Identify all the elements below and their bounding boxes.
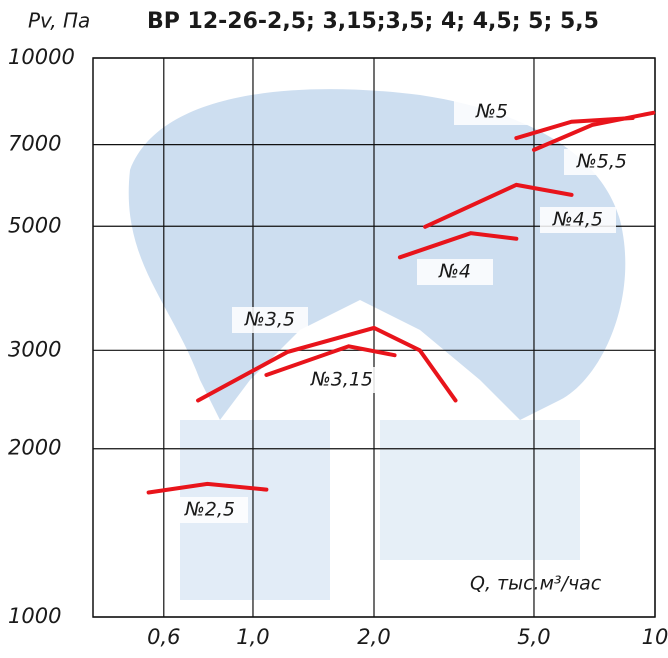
label-bg — [304, 367, 380, 393]
curve — [397, 231, 519, 260]
watermark-shape — [380, 420, 580, 560]
series-label: №4,5 — [552, 209, 603, 231]
series-label: №3,15 — [310, 369, 373, 391]
series-label: №3,5 — [244, 309, 295, 331]
y-tick-label: 2000 — [8, 436, 61, 460]
y-tick-label: 1000 — [8, 604, 61, 628]
label-bg — [172, 497, 248, 523]
watermark-shape — [180, 420, 330, 600]
x-tick-label: 5,0 — [517, 625, 550, 649]
y-tick-label: 10000 — [8, 45, 75, 69]
y-tick-label: 5000 — [8, 213, 61, 237]
series-label: №5,5 — [576, 151, 627, 173]
curve — [196, 325, 458, 403]
x-tick-label: 1,0 — [236, 625, 269, 649]
label-bg — [417, 259, 493, 285]
label-bg — [454, 99, 530, 125]
series-label: №5 — [475, 101, 508, 123]
series-label: №2,5 — [184, 499, 235, 521]
label-bg — [564, 149, 640, 175]
x-axis-label: Q, тыс.м³/час — [470, 573, 602, 595]
x-tick-label: 0,6 — [147, 625, 180, 649]
label-bg — [232, 307, 308, 333]
x-tick-label: 2,0 — [357, 625, 390, 649]
curve — [423, 182, 574, 229]
y-tick-label: 7000 — [8, 132, 61, 156]
curve — [531, 110, 656, 152]
curve — [146, 481, 269, 495]
x-tick-label: 10 — [642, 625, 668, 649]
curve — [264, 344, 397, 377]
y-axis-label: Pv, Па — [28, 9, 90, 33]
watermark — [128, 89, 626, 600]
series-label: №4 — [438, 261, 471, 283]
chart-title: ВР 12-26-2,5; 3,15;3,5; 4; 4,5; 5; 5,5 — [147, 9, 599, 34]
y-tick-label: 3000 — [8, 337, 61, 361]
label-bg — [540, 207, 616, 233]
